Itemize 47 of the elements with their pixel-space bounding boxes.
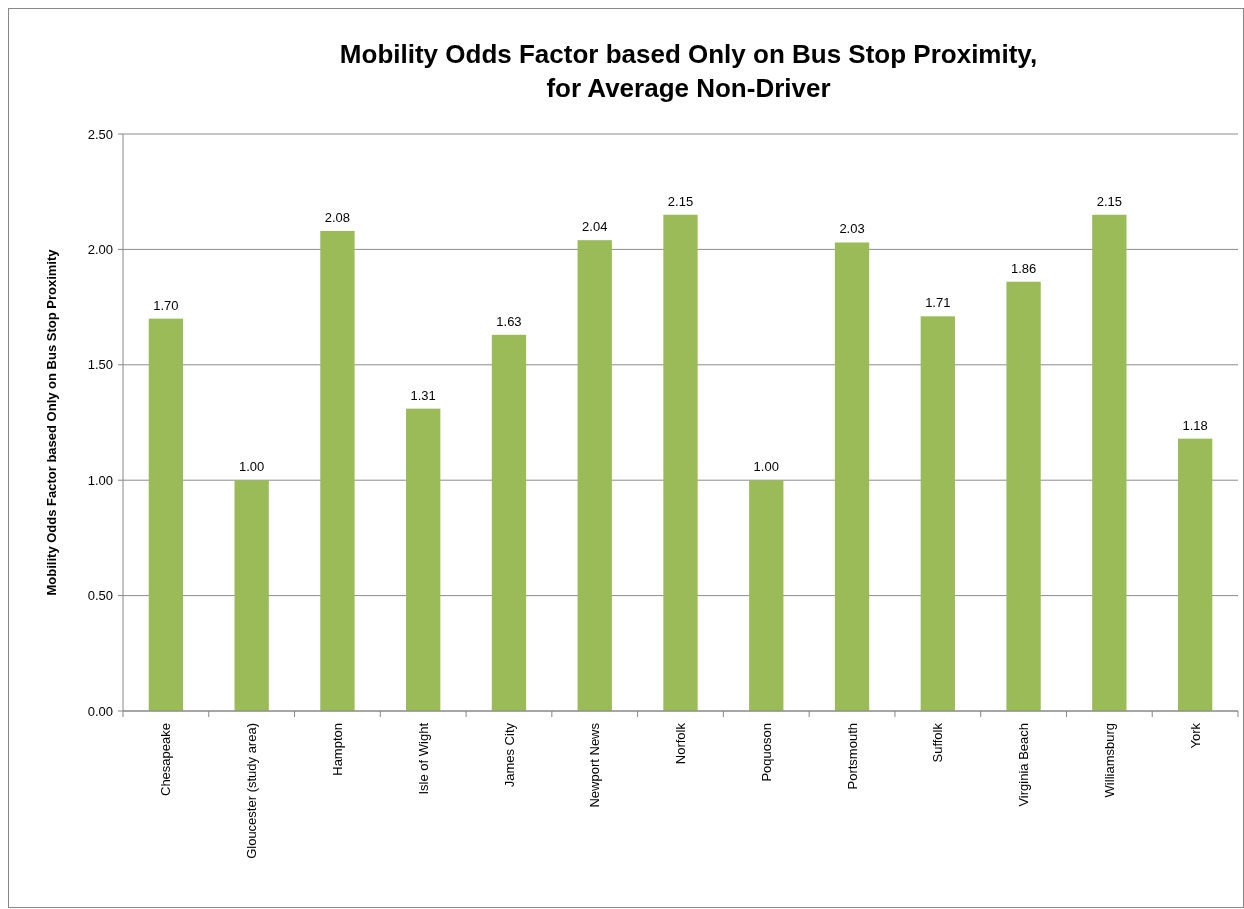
x-tick-label: Newport News <box>587 722 603 808</box>
data-label: 1.31 <box>410 387 436 403</box>
data-label: 2.08 <box>324 209 351 225</box>
y-tick-label: 0.00 <box>87 703 113 719</box>
bar <box>920 316 955 711</box>
data-label: 1.71 <box>925 295 951 311</box>
x-tick-label: Isle of Wight <box>415 722 431 795</box>
chart-title: Mobility Odds Factor based Only on Bus Stop Proximity, for Average Non-Driver <box>339 39 1038 103</box>
y-tick-label: 2.00 <box>87 241 113 257</box>
y-tick-label: 2.50 <box>87 126 113 142</box>
data-label: 1.18 <box>1182 417 1208 433</box>
data-label: 2.15 <box>667 193 694 209</box>
x-tick-label: York <box>1187 722 1203 749</box>
x-tick-label: Portsmouth <box>844 723 860 790</box>
x-tick-label: Suffolk <box>930 722 946 763</box>
x-tick-label: Williamsburg <box>1101 723 1117 798</box>
y-tick-label: 1.50 <box>87 357 113 373</box>
x-tick-label: James City <box>501 722 517 788</box>
data-label: 1.86 <box>1010 260 1037 276</box>
y-tick-label: 1.00 <box>87 472 113 488</box>
bar <box>320 230 355 711</box>
bar <box>1177 438 1213 711</box>
bar <box>834 242 870 711</box>
x-tick-label: Poquoson <box>758 723 774 782</box>
data-label: 1.00 <box>753 459 779 475</box>
bar <box>1006 281 1041 711</box>
x-tick-label: Hampton <box>329 723 345 776</box>
bar <box>749 480 784 711</box>
data-label: 1.70 <box>153 297 179 313</box>
data-label: 2.04 <box>582 219 608 235</box>
data-label: 2.15 <box>1096 193 1122 209</box>
bar <box>491 334 527 711</box>
data-label: 1.00 <box>239 459 265 475</box>
y-tick-label: 0.50 <box>87 588 113 604</box>
bar <box>148 318 184 711</box>
bar <box>663 214 698 711</box>
y-axis-title: Mobility Odds Factor based Only on Bus Stop Proximity <box>44 248 59 596</box>
bar <box>406 408 441 711</box>
data-label: 2.03 <box>839 221 865 237</box>
x-tick-label: Chesapeake <box>158 723 174 796</box>
bar <box>577 240 612 711</box>
data-label: 1.63 <box>496 313 522 329</box>
x-tick-label: Norfolk <box>673 722 689 765</box>
bar <box>1092 214 1127 711</box>
x-tick-label: Virginia Beach <box>1016 723 1032 807</box>
x-tick-label: Gloucester (study area) <box>244 723 260 859</box>
bar <box>234 480 269 711</box>
